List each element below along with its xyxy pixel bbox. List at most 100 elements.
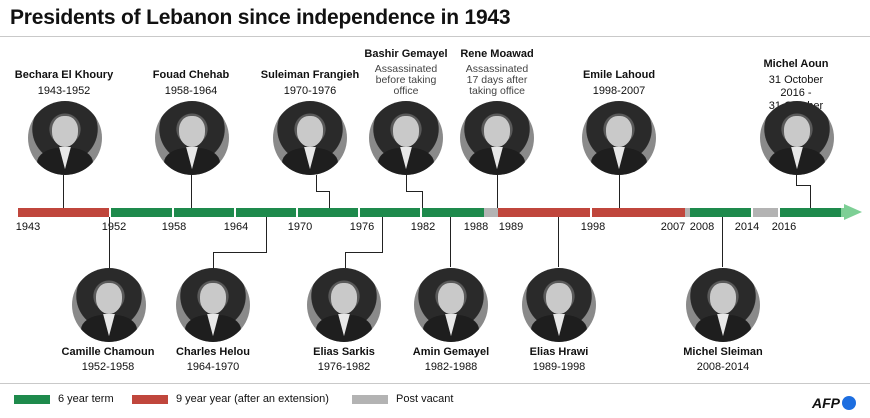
connector-line: [422, 191, 423, 208]
portrait-charles-helou: [176, 268, 250, 342]
year-label: 1982: [410, 221, 436, 233]
timeline-tick: [778, 207, 780, 218]
president-note: Assassinated before taking office: [374, 63, 438, 97]
connector-line: [63, 175, 64, 208]
timeline-tick: [109, 207, 111, 218]
year-label: 1970: [287, 221, 313, 233]
president-years: 1998-2007: [592, 85, 646, 97]
portrait-camille-chamoun: [72, 268, 146, 342]
timeline-arrow-icon: [844, 204, 862, 220]
connector-line: [722, 217, 723, 267]
year-label: 2014: [734, 221, 760, 233]
president-name: Charles Helou: [176, 346, 250, 358]
president-years: 1970-1976: [283, 85, 337, 97]
portrait-elias-sarkis: [307, 268, 381, 342]
connector-line: [213, 252, 267, 253]
president-years: 1958-1964: [164, 85, 218, 97]
president-name: Bechara El Khoury: [14, 69, 114, 81]
year-label: 1952: [101, 221, 127, 233]
connector-line: [619, 175, 620, 208]
year-label: 1988: [463, 221, 489, 233]
connector-line: [796, 175, 797, 185]
president-name: Fouad Chehab: [152, 69, 230, 81]
president-name: Michel Sleiman: [683, 346, 763, 358]
president-years: 1989-1998: [532, 361, 586, 373]
title-divider: [0, 36, 870, 37]
timeline-tick: [172, 207, 174, 218]
legend-swatch: [132, 394, 168, 404]
president-years: 1976-1982: [317, 361, 371, 373]
term-segment-6yr: [779, 208, 841, 217]
portrait-bashir-gemayel: [369, 101, 443, 175]
legend-label: 9 year year (after an extension): [176, 393, 329, 405]
timeline-tick: [590, 207, 592, 218]
year-label: 2016: [771, 221, 797, 233]
president-name: Rene Moawad: [460, 48, 534, 60]
year-label: 2008: [689, 221, 715, 233]
year-label: 1964: [223, 221, 249, 233]
connector-line: [191, 175, 192, 208]
timeline-tick: [358, 207, 360, 218]
president-name: Bashir Gemayel: [364, 48, 448, 60]
connector-line: [406, 175, 407, 191]
president-years: 1964-1970: [186, 361, 240, 373]
president-name: Amin Gemayel: [412, 346, 490, 358]
connector-line: [345, 252, 383, 253]
portrait-michel-sleiman: [686, 268, 760, 342]
connector-line: [796, 185, 810, 186]
connector-line: [316, 191, 329, 192]
year-label: 1976: [349, 221, 375, 233]
connector-line: [406, 191, 422, 192]
president-years: 2008-2014: [696, 361, 750, 373]
vacant-segment: [752, 208, 779, 217]
connector-line: [109, 217, 110, 252]
timeline-tick: [296, 207, 298, 218]
president-name: Emile Lahoud: [582, 69, 656, 81]
portrait-suleiman-frangieh: [273, 101, 347, 175]
portrait-emile-lahoud: [582, 101, 656, 175]
legend-swatch: [14, 394, 50, 404]
connector-line: [266, 217, 267, 252]
page-title: Presidents of Lebanon since independence…: [10, 6, 511, 29]
president-note: Assassinated 17 days after taking office: [465, 63, 529, 97]
afp-logo-icon: [842, 396, 856, 410]
timeline-tick: [234, 207, 236, 218]
portrait-rene-moawad: [460, 101, 534, 175]
portrait-michel-aoun: [760, 101, 834, 175]
president-name: Elias Hrawi: [529, 346, 589, 358]
portrait-amin-gemayel: [414, 268, 488, 342]
legend-item-9yr: 9 year year (after an extension): [132, 393, 329, 405]
year-label: 2007: [660, 221, 686, 233]
connector-line: [497, 175, 498, 208]
legend-swatch: [352, 394, 388, 404]
connector-line: [316, 175, 317, 191]
year-label: 1998: [580, 221, 606, 233]
term-segment-6yr: [690, 208, 752, 217]
connector-line: [558, 217, 559, 267]
year-label: 1989: [498, 221, 524, 233]
portrait-elias-hrawi: [522, 268, 596, 342]
president-name: Michel Aoun: [763, 58, 829, 70]
vacant-segment: [685, 208, 690, 217]
legend-label: Post vacant: [396, 393, 454, 405]
legend-label: 6 year term: [58, 393, 114, 405]
connector-line: [329, 191, 330, 208]
legend-divider: [0, 383, 870, 384]
portrait-fouad-chehab: [155, 101, 229, 175]
president-years: 1952-1958: [81, 361, 135, 373]
legend-item-vacant: Post vacant: [352, 393, 453, 405]
year-label: 1943: [15, 221, 41, 233]
connector-line: [109, 252, 110, 270]
legend-item-6yr: 6 year term: [14, 393, 114, 405]
term-segment-9yr: [18, 208, 110, 217]
president-years: 1943-1952: [37, 85, 91, 97]
afp-logo: AFP: [812, 395, 840, 411]
connector-line: [810, 185, 811, 208]
connector-line: [345, 252, 346, 268]
president-name: Suleiman Frangieh: [260, 69, 360, 81]
president-name: Camille Chamoun: [61, 346, 155, 358]
timeline-tick: [751, 207, 753, 218]
year-label: 1958: [161, 221, 187, 233]
timeline-tick: [420, 207, 422, 218]
portrait-bechara-el-khoury: [28, 101, 102, 175]
